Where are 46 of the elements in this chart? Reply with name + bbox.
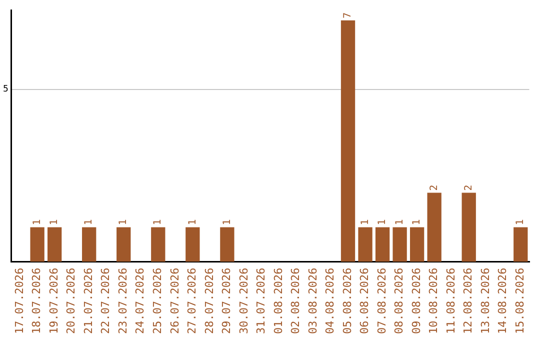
data-label: 1 [49, 219, 60, 226]
x-tick-label: 11.08.2026 [444, 268, 458, 334]
x-tick-label: 12.08.2026 [462, 268, 475, 334]
x-tick-label: 17.07.2026 [12, 268, 26, 334]
y-tick-label: 5 [2, 84, 8, 95]
x-tick-label: 09.08.2026 [410, 268, 423, 334]
x-tick-label: 30.07.2026 [237, 268, 250, 334]
x-tick-label: 26.07.2026 [168, 268, 182, 334]
x-tick-label: 14.08.2026 [496, 268, 510, 334]
x-tick-label: 19.07.2026 [47, 268, 60, 334]
x-tick-label: 29.07.2026 [220, 268, 234, 334]
data-label: 1 [377, 219, 388, 226]
x-tick-label: 08.08.2026 [392, 268, 406, 334]
data-label: 1 [187, 219, 198, 226]
x-tick-label: 06.08.2026 [358, 268, 372, 334]
x-tick-label: 13.08.2026 [478, 268, 492, 334]
x-tick-label: 25.07.2026 [151, 268, 164, 334]
x-tick-label: 22.07.2026 [99, 268, 112, 334]
data-label: 2 [428, 184, 440, 191]
x-tick-label: 01.08.2026 [272, 268, 285, 334]
x-tick-label: 04.08.2026 [324, 268, 337, 334]
data-label: 1 [32, 219, 43, 226]
data-label: 2 [463, 184, 474, 191]
x-tick-label: 28.07.2026 [202, 268, 216, 334]
data-label: 1 [118, 219, 130, 226]
x-tick-label: 10.08.2026 [427, 268, 440, 334]
x-tick-label: 03.08.2026 [306, 268, 320, 334]
data-label: 1 [222, 219, 233, 226]
data-label: 1 [515, 219, 526, 226]
x-tick-label: 02.08.2026 [289, 268, 302, 334]
data-label: 1 [412, 219, 423, 226]
data-label: 1 [152, 219, 164, 226]
x-tick-label: 20.07.2026 [64, 268, 78, 334]
x-tick-label: 07.08.2026 [375, 268, 388, 334]
x-tick-label: 21.07.2026 [82, 268, 95, 334]
data-label: 1 [84, 219, 95, 226]
x-tick-label: 05.08.2026 [340, 268, 354, 334]
x-tick-label: 18.07.2026 [30, 268, 44, 334]
x-tick-label: 15.08.2026 [513, 268, 526, 334]
x-tick-label: 31.07.2026 [254, 268, 268, 334]
data-label: 7 [342, 12, 354, 18]
x-tick-label: 27.07.2026 [186, 268, 199, 334]
x-tick-label: 24.07.2026 [134, 268, 147, 334]
data-label: 1 [394, 219, 406, 226]
x-tick-label: 23.07.2026 [116, 268, 130, 334]
data-label: 1 [360, 219, 371, 226]
